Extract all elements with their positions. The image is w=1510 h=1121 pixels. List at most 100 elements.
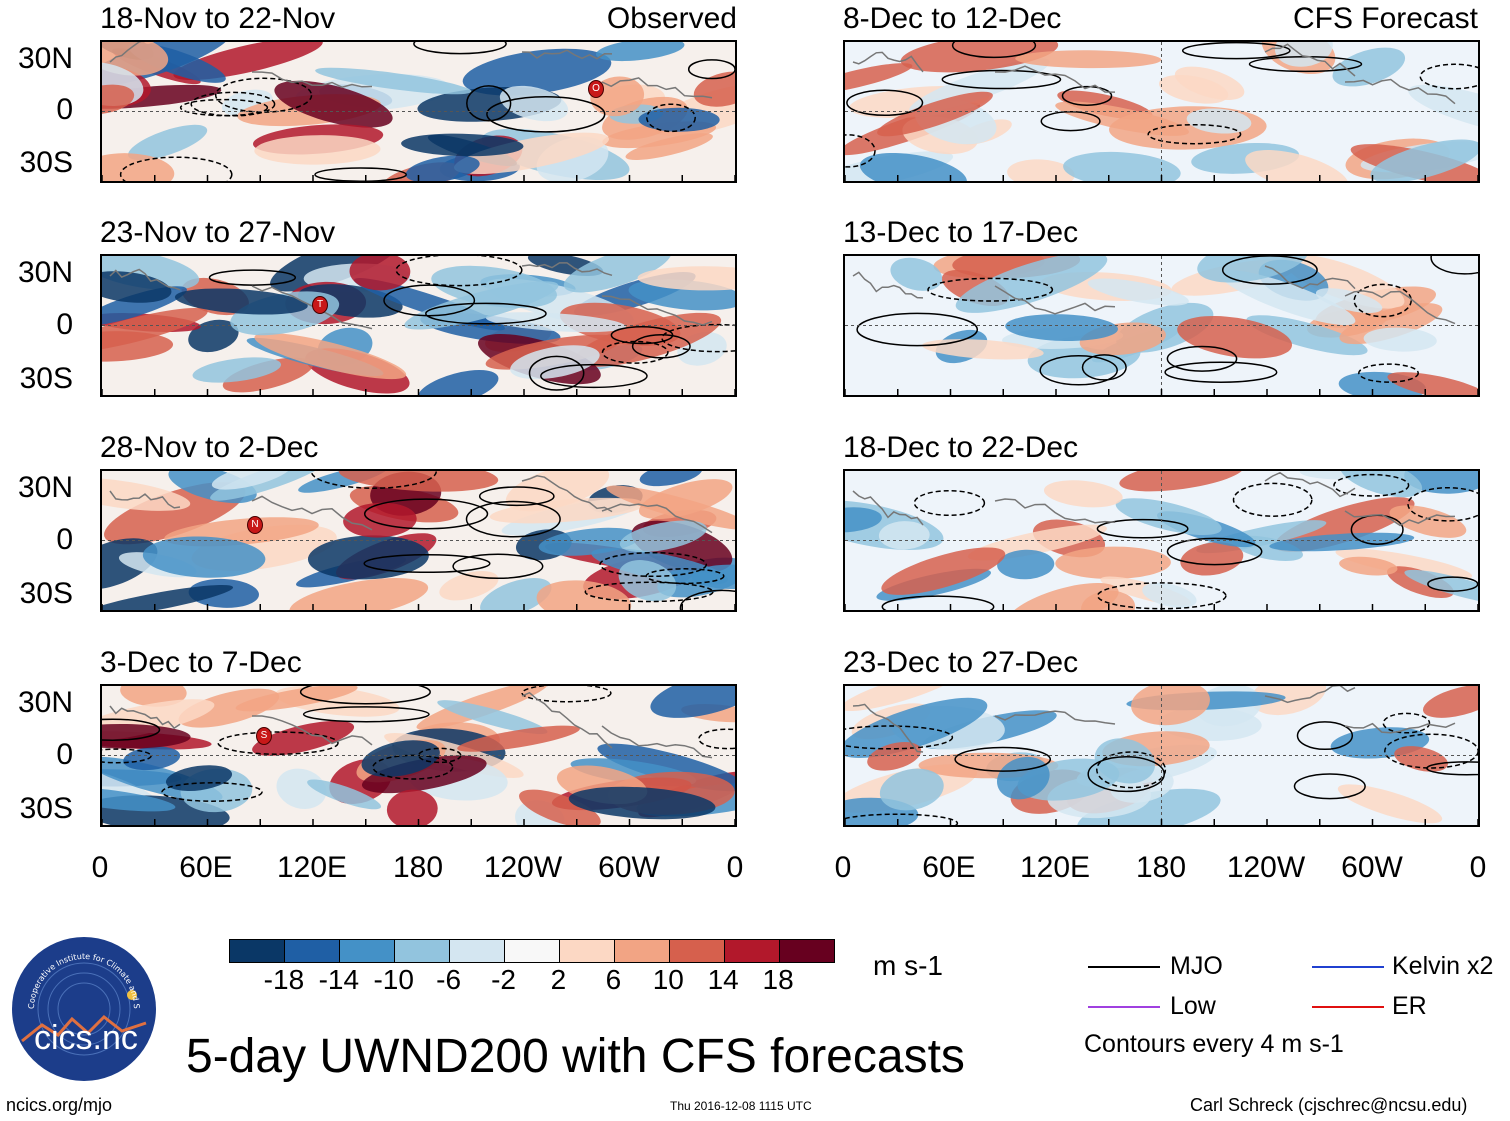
panel-title-right-3: 18-Dec to 22-Dec	[843, 431, 1079, 464]
anomaly-blob	[102, 153, 175, 181]
colorbar-tick-label: 6	[605, 964, 622, 995]
mjo-contour	[179, 98, 269, 117]
mjo-contour	[1430, 256, 1478, 275]
mjo-contour	[1040, 111, 1101, 132]
mjo-contour	[1293, 773, 1366, 800]
anomaly-blob	[102, 84, 135, 115]
lat-label-30s: 30S	[19, 362, 73, 395]
anomaly-blob	[254, 135, 381, 165]
anomaly-blob	[1269, 532, 1415, 552]
anomaly-blob	[1043, 480, 1123, 508]
storm-marker-icon: N	[247, 516, 263, 534]
anomaly-blob	[638, 479, 733, 520]
anomaly-blob	[997, 549, 1055, 580]
anomaly-blob	[1177, 316, 1293, 359]
lon-label-right: 120W	[1226, 851, 1306, 884]
anomaly-blob	[274, 80, 393, 128]
anomaly-blob	[307, 779, 382, 810]
panel-title-left-4: 3-Dec to 7-Dec	[100, 646, 302, 679]
anomaly-blob	[879, 768, 944, 811]
mjo-contour	[687, 59, 735, 80]
coastline	[852, 43, 1456, 105]
mjo-contour	[1419, 63, 1478, 90]
mjo-contour	[478, 486, 555, 507]
anomaly-blob	[1337, 784, 1443, 824]
mjo-contour	[1166, 537, 1263, 566]
coastline	[852, 265, 1456, 325]
anomaly-blob	[1087, 278, 1189, 306]
coastline	[109, 42, 713, 99]
lon-label-left: 0	[91, 851, 109, 884]
colorbar-swatch	[284, 940, 339, 962]
mjo-contour	[954, 746, 1052, 772]
mjo-contour	[413, 42, 507, 55]
colorbar-swatch	[339, 940, 394, 962]
anomaly-blob	[1055, 546, 1171, 580]
panel-title-left-2: 23-Nov to 27-Nov	[100, 216, 336, 249]
logo-text: cics.nc	[34, 1019, 138, 1057]
anomaly-blob	[845, 63, 913, 95]
anomaly-blob	[595, 42, 685, 62]
lon-label-right: 180	[1135, 851, 1187, 884]
mjo-contour	[425, 302, 547, 325]
lon-label-right: 120E	[1019, 851, 1091, 884]
anomaly-field	[102, 686, 735, 825]
anomaly-blob	[1115, 498, 1222, 535]
colorbar-swatch	[230, 940, 284, 962]
anomaly-blob	[361, 755, 487, 794]
anomaly-blob	[480, 578, 552, 610]
footer-link[interactable]: ncics.org/mjo	[6, 1095, 113, 1115]
anomaly-blob	[270, 256, 403, 292]
anomaly-blob	[361, 740, 440, 777]
coastline	[852, 471, 1456, 527]
mjo-contour	[217, 731, 339, 755]
anomaly-blob	[1245, 149, 1349, 181]
mjo-contour	[941, 69, 1062, 90]
mjo-contour	[528, 355, 585, 391]
anomaly-field	[845, 42, 1478, 181]
storm-marker-icon: T	[312, 296, 328, 314]
anomaly-blob	[416, 686, 549, 730]
mjo-contour	[1081, 354, 1127, 381]
anomaly-blob	[922, 339, 1044, 360]
observed-label: Observed	[606, 2, 737, 35]
lat-label-eq: 0	[56, 93, 73, 126]
anomaly-blob	[900, 42, 1059, 73]
lon-label-left: 60E	[179, 851, 233, 884]
anomaly-blob	[102, 723, 191, 749]
anomaly-blob	[485, 312, 626, 333]
legend-line-mjo	[1088, 966, 1160, 968]
mjo-contour	[913, 489, 986, 517]
lon-label-left: 180	[392, 851, 444, 884]
lon-label-right: 60W	[1341, 851, 1403, 884]
lat-label-30s: 30S	[19, 146, 73, 179]
anomaly-blob	[123, 746, 181, 771]
anomaly-blob	[1339, 303, 1443, 345]
colorbar-swatch	[614, 940, 669, 962]
mjo-contour	[1427, 576, 1478, 592]
anomaly-field	[102, 42, 735, 181]
anomaly-blob	[235, 686, 358, 712]
anomaly-blob	[1063, 151, 1181, 181]
anomaly-blob	[120, 686, 187, 707]
lon-label-left: 60W	[598, 851, 660, 884]
mjo-contour	[302, 706, 430, 723]
lon-label-left: 120E	[276, 851, 348, 884]
anomaly-blob	[315, 67, 472, 95]
anomaly-blob	[878, 521, 930, 550]
storm-marker-icon: S	[256, 727, 272, 745]
anomaly-blob	[211, 471, 292, 490]
coastline	[109, 475, 713, 534]
anomaly-blob	[128, 124, 208, 161]
mjo-contour	[161, 782, 263, 802]
anomaly-blob	[417, 370, 499, 395]
mjo-contour	[881, 595, 995, 610]
mjo-contour	[383, 284, 476, 317]
anomaly-blob	[650, 686, 735, 718]
anomaly-blob	[1055, 101, 1189, 136]
colorbar-swatch	[779, 940, 834, 962]
lat-label-eq: 0	[56, 738, 73, 771]
mjo-contour	[102, 718, 161, 741]
anomaly-blob	[1404, 569, 1478, 605]
cics-logo: Cooperative Institute for Climate and Sa…	[12, 937, 156, 1081]
